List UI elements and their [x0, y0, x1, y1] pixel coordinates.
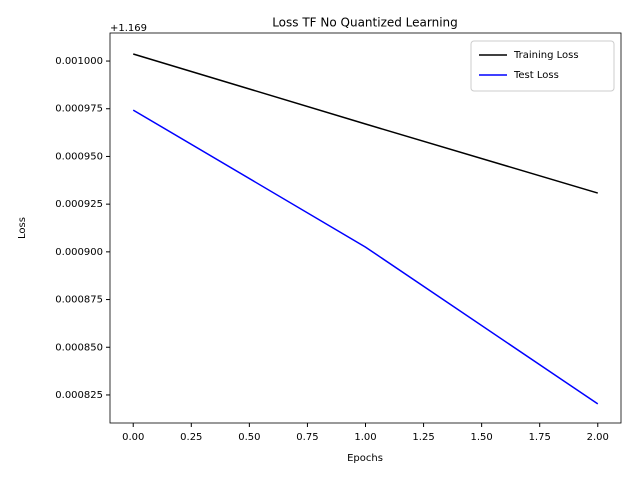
x-tick-label: 0.50: [238, 432, 260, 443]
x-tick-label: 1.00: [354, 432, 376, 443]
y-tick-label: 0.000850: [55, 342, 103, 353]
y-tick-label: 0.000925: [55, 199, 103, 210]
y-tick-label: 0.000950: [55, 151, 103, 162]
y-tick-label: 0.000875: [55, 295, 103, 306]
line-series: [132, 109, 599, 405]
chart-title: Loss TF No Quantized Learning: [272, 16, 458, 30]
x-tick-label: 0.75: [296, 432, 318, 443]
x-axis-label: Epochs: [347, 453, 383, 464]
x-tick-label: 1.25: [412, 432, 434, 443]
x-tick-label: 1.50: [471, 432, 493, 443]
y-tick-label: 0.000900: [55, 247, 103, 258]
legend-label: Training Loss: [513, 50, 579, 61]
x-tick-label: 2.00: [587, 432, 609, 443]
x-tick-label: 1.75: [529, 432, 551, 443]
legend-box: [470, 40, 615, 92]
y-tick-label: 0.000975: [55, 104, 103, 115]
x-tick-label: 0.00: [122, 432, 144, 443]
y-tick-label: 0.000825: [55, 390, 103, 401]
line-series: [133, 53, 598, 194]
y-offset-label: +1.169: [110, 23, 147, 34]
y-tick-label: 0.001000: [55, 56, 103, 67]
legend-label: Test Loss: [513, 70, 559, 81]
axes-frame: [109, 32, 622, 424]
y-axis-label: Loss: [17, 217, 28, 239]
x-tick-label: 0.25: [180, 432, 202, 443]
